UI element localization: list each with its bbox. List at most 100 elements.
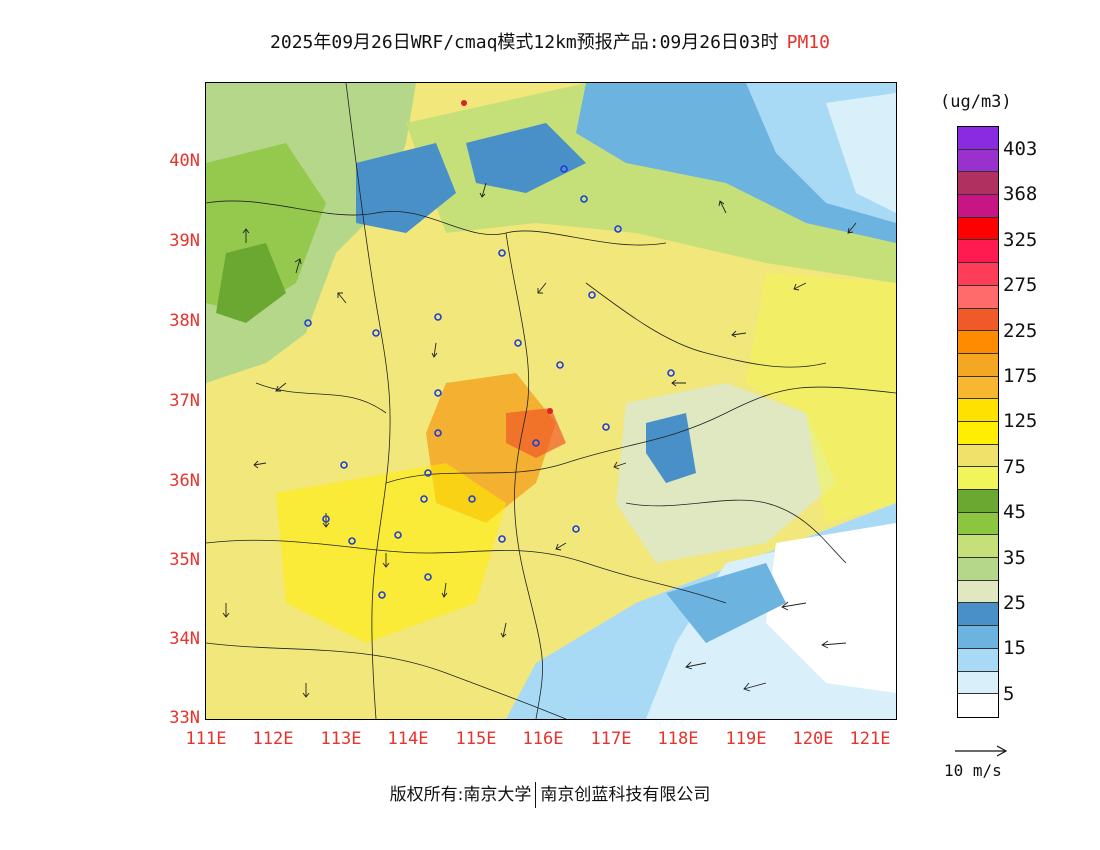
concentration-map — [205, 82, 897, 720]
wind-arrow — [275, 382, 287, 392]
wind-arrow — [431, 342, 438, 358]
colorbar-label: 75 — [1003, 455, 1026, 478]
city-marker — [424, 469, 432, 477]
colorbar-swatch — [958, 195, 998, 218]
colorbar-label: 403 — [1003, 138, 1038, 160]
colorbar-label: 35 — [1003, 546, 1026, 569]
city-marker — [560, 165, 568, 173]
colorbar-swatch — [958, 603, 998, 627]
map-canvas — [206, 83, 896, 719]
lon-label: 115E — [455, 729, 497, 749]
city-marker — [372, 329, 380, 337]
wind-arrow — [781, 601, 807, 611]
city-marker — [434, 429, 442, 437]
copyright-right: 南京创蓝科技有限公司 — [540, 785, 711, 805]
lat-label: 39N — [169, 231, 200, 251]
wind-field — [222, 182, 857, 698]
boundary-line — [505, 232, 543, 719]
wind-arrow — [382, 553, 390, 568]
wind-arrow — [793, 282, 807, 291]
colorbar-swatch — [958, 353, 998, 377]
lon-label: 119E — [725, 729, 767, 749]
city-marker — [514, 339, 522, 347]
city-marker — [378, 591, 386, 599]
title-pollutant: PM10 — [786, 32, 830, 53]
wind-arrow — [718, 200, 727, 214]
lat-label: 36N — [169, 471, 200, 491]
sea-bohai — [826, 93, 896, 213]
colorbar-swatch — [958, 558, 998, 581]
colorbar-swatch — [958, 285, 998, 309]
colorbar-swatch — [958, 512, 998, 536]
yellow-band-south — [276, 463, 506, 643]
colorbar-swatch — [958, 671, 998, 695]
wind-arrow — [242, 228, 250, 243]
colorbar-swatch — [958, 694, 998, 717]
colorbar-swatch — [958, 421, 998, 445]
orange-hotspot-core — [506, 408, 566, 458]
wind-arrow — [441, 582, 448, 598]
colorbar-swatch — [958, 444, 998, 468]
colorbar-swatch — [958, 240, 998, 264]
wind-scale-arrow — [955, 745, 1008, 757]
wind-arrow — [302, 683, 310, 698]
wind-arrow — [671, 379, 686, 387]
lat-label: 35N — [169, 550, 200, 570]
wind-scale-label: 10 m/s — [944, 761, 1002, 780]
lon-label: 116E — [522, 729, 564, 749]
city-marker — [394, 531, 402, 539]
admin-boundaries — [206, 83, 896, 719]
city-marker — [532, 439, 540, 447]
city-marker — [602, 423, 610, 431]
boundary-line — [345, 83, 391, 719]
colorbar-swatch — [958, 467, 998, 490]
city-marker — [667, 369, 675, 377]
legend-unit: (ug/m3) — [940, 92, 1012, 112]
colorbar-label: 25 — [1003, 592, 1026, 614]
wind-arrow — [685, 661, 707, 670]
boundary-line — [255, 382, 387, 414]
colorbar-swatch — [958, 331, 998, 354]
colorbar-label: 45 — [1003, 501, 1026, 524]
colorbar-swatch — [958, 308, 998, 332]
city-marker — [304, 319, 312, 327]
wind-arrow — [253, 460, 267, 469]
lon-label: 121E — [849, 729, 891, 749]
city-marker — [468, 495, 476, 503]
yellow-region-east — [746, 273, 896, 523]
city-marker — [340, 461, 348, 469]
colorbar-swatch — [958, 172, 998, 196]
lon-label: 112E — [252, 729, 294, 749]
wind-arrow — [222, 603, 230, 618]
city-marker — [420, 495, 428, 503]
colorbar-swatch — [958, 490, 998, 513]
lon-label: 118E — [657, 729, 699, 749]
boundary-line — [585, 282, 827, 368]
boundary-line — [206, 642, 567, 719]
hotspot-marker — [461, 100, 467, 106]
city-marker — [348, 537, 356, 545]
green-region-nw-deep — [216, 243, 286, 323]
lon-label: 117E — [590, 729, 632, 749]
colorbar-label: 325 — [1003, 228, 1038, 251]
colorbar-swatch — [958, 217, 998, 241]
wind-arrow — [537, 282, 547, 294]
wind-arrow — [500, 622, 507, 638]
city-marker — [572, 525, 580, 533]
map-title: 2025年09月26日WRF/cmaq模式12km预报产品:09月26日03时 P… — [0, 28, 1100, 54]
copyright-left: 版权所有:南京大学 — [389, 785, 532, 805]
colorbar-swatch — [958, 580, 998, 604]
lat-label: 34N — [169, 629, 200, 649]
lat-label: 40N — [169, 151, 200, 171]
wind-arrow — [294, 258, 302, 274]
wind-arrow — [479, 182, 487, 198]
wind-arrow — [555, 542, 567, 551]
wind-arrow — [731, 330, 747, 338]
city-marker — [580, 195, 588, 203]
colorbar-swatch — [958, 535, 998, 559]
title-main: 2025年09月26日WRF/cmaq模式12km预报产品:09月26日03时 — [270, 32, 779, 53]
lon-label: 120E — [792, 729, 834, 749]
colorbar-swatch — [958, 648, 998, 672]
city-marker — [556, 361, 564, 369]
colorbar-label: 15 — [1003, 637, 1026, 660]
